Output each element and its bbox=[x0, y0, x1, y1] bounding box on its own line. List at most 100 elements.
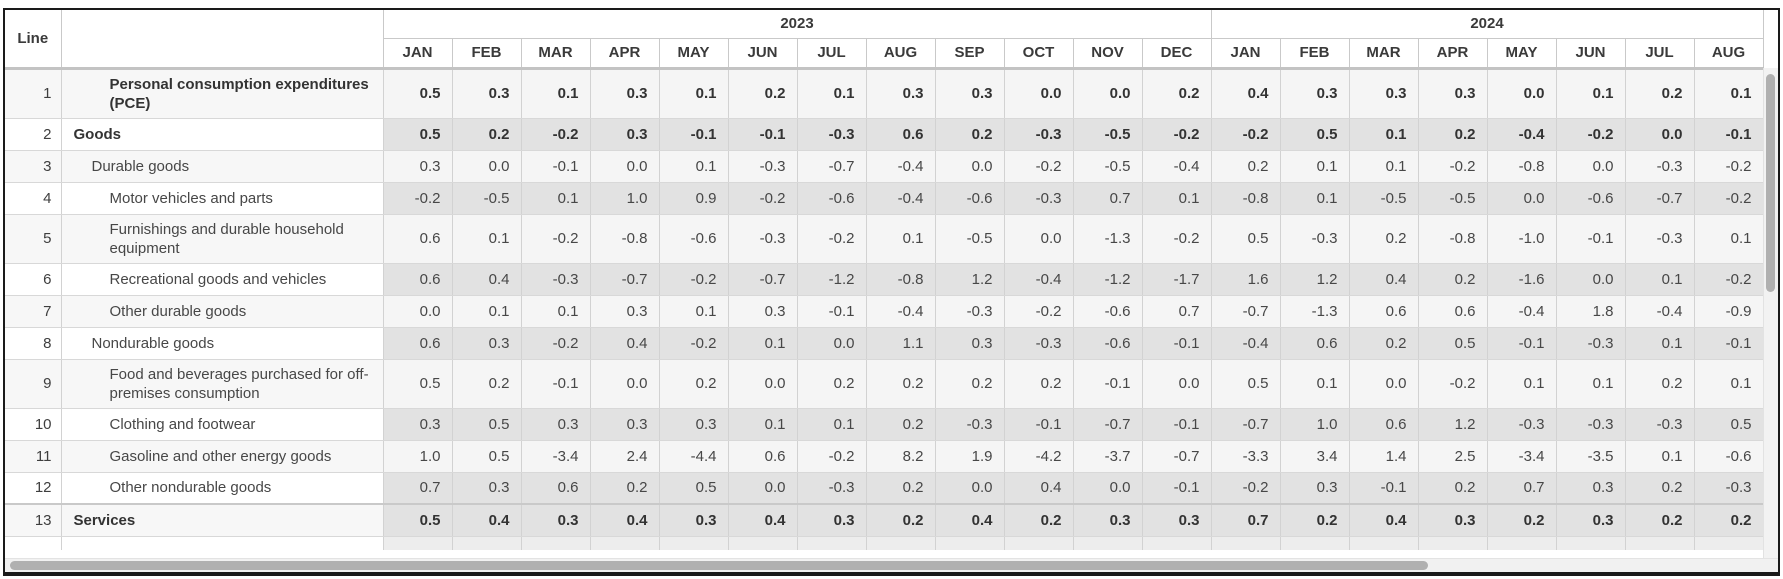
value-cell: -0.3 bbox=[521, 263, 591, 296]
value-cell: -0.7 bbox=[1073, 408, 1143, 441]
value-cell: 0.2 bbox=[1142, 68, 1212, 119]
value-cell: 0.1 bbox=[452, 214, 522, 264]
value-cell: -0.3 bbox=[1625, 408, 1695, 441]
value-cell: -0.3 bbox=[1004, 118, 1074, 151]
line-number-cell: 10 bbox=[5, 408, 62, 441]
value-cell: 0.0 bbox=[1625, 118, 1695, 151]
value-cell: -0.4 bbox=[1004, 263, 1074, 296]
value-cell: -0.1 bbox=[521, 150, 591, 183]
value-cell: 1.8 bbox=[1556, 295, 1626, 328]
value-cell: 0.3 bbox=[1418, 68, 1488, 119]
value-cell: 0.1 bbox=[1625, 440, 1695, 473]
value-cell: -3.5 bbox=[1556, 440, 1626, 473]
value-cell: -0.2 bbox=[521, 214, 591, 264]
pce-table: Line 2023 2024 JAN FEB MAR APR MAY JUN JUL AUG SE… bbox=[5, 10, 1764, 550]
value-cell: 0.1 bbox=[659, 150, 729, 183]
value-cell: 2.5 bbox=[1418, 440, 1488, 473]
partial-next-row bbox=[5, 536, 1764, 550]
row-label-cell bbox=[61, 536, 384, 550]
value-cell: 0.1 bbox=[728, 327, 798, 360]
value-cell: 0.3 bbox=[1280, 472, 1350, 505]
value-cell: 0.4 bbox=[1004, 472, 1074, 505]
vertical-scrollbar-thumb[interactable] bbox=[1766, 74, 1775, 292]
value-cell: 0.1 bbox=[1694, 68, 1764, 119]
value-cell: -0.1 bbox=[1487, 327, 1557, 360]
value-cell: 0.0 bbox=[1487, 68, 1557, 119]
month-header: FEB bbox=[1280, 38, 1350, 70]
value-cell: 0.9 bbox=[659, 182, 729, 215]
value-cell: -0.4 bbox=[1625, 295, 1695, 328]
value-cell: -0.5 bbox=[935, 214, 1005, 264]
month-header: MAY bbox=[659, 38, 729, 70]
value-cell: 0.5 bbox=[1418, 327, 1488, 360]
value-cell: -0.8 bbox=[1211, 182, 1281, 215]
value-cell: 0.2 bbox=[1625, 359, 1695, 409]
value-cell: -0.2 bbox=[1694, 263, 1764, 296]
value-cell: -4.4 bbox=[659, 440, 729, 473]
value-cell: -1.3 bbox=[1280, 295, 1350, 328]
table-row: 12 Other nondurable goods 0.7 0.3 0.6 0.2 0.5 0… bbox=[5, 472, 1764, 505]
value-cell: 0.0 bbox=[935, 472, 1005, 505]
value-cell: 0.2 bbox=[1418, 472, 1488, 505]
month-header: JAN bbox=[1211, 38, 1281, 70]
horizontal-scrollbar-track[interactable] bbox=[5, 558, 1778, 572]
value-cell: 0.0 bbox=[935, 150, 1005, 183]
value-cell: 0.4 bbox=[452, 263, 522, 296]
value-cell bbox=[383, 536, 453, 550]
value-cell: 0.0 bbox=[590, 150, 660, 183]
line-number-cell: 4 bbox=[5, 182, 62, 215]
value-cell: -0.2 bbox=[1142, 118, 1212, 151]
value-cell: -0.4 bbox=[1487, 295, 1557, 328]
value-cell: -0.7 bbox=[797, 150, 867, 183]
value-cell: 0.3 bbox=[521, 503, 591, 537]
value-cell: -0.3 bbox=[1004, 327, 1074, 360]
value-cell: -0.3 bbox=[1556, 327, 1626, 360]
value-cell: 0.2 bbox=[728, 68, 798, 119]
value-cell: -0.3 bbox=[1625, 214, 1695, 264]
value-cell: -1.3 bbox=[1073, 214, 1143, 264]
month-header: JUL bbox=[1625, 38, 1695, 70]
value-cell: -0.2 bbox=[1211, 472, 1281, 505]
vertical-scrollbar-track[interactable] bbox=[1763, 68, 1778, 559]
value-cell: 0.3 bbox=[935, 327, 1005, 360]
value-cell: 1.2 bbox=[935, 263, 1005, 296]
value-cell: -0.2 bbox=[1142, 214, 1212, 264]
value-cell: 0.2 bbox=[797, 359, 867, 409]
year-group-header: 2024 bbox=[1211, 10, 1764, 39]
value-cell: 0.4 bbox=[590, 327, 660, 360]
row-label-cell: Goods bbox=[61, 118, 384, 151]
line-number-cell: 13 bbox=[5, 503, 62, 537]
description-column-header bbox=[61, 10, 384, 70]
value-cell: 0.3 bbox=[1418, 503, 1488, 537]
value-cell bbox=[935, 536, 1005, 550]
value-cell bbox=[452, 536, 522, 550]
value-cell: 0.6 bbox=[1349, 408, 1419, 441]
month-header: JUL bbox=[797, 38, 867, 70]
value-cell: 0.2 bbox=[452, 359, 522, 409]
value-cell: 0.7 bbox=[383, 472, 453, 505]
table-row: 1 Personal consumption expenditures (PCE)… bbox=[5, 68, 1764, 119]
year-group-header: 2023 bbox=[383, 10, 1212, 39]
row-label-cell: Food and beverages purchased for off-pre… bbox=[61, 359, 384, 409]
row-label-cell: Furnishings and durable household equipm… bbox=[61, 214, 384, 264]
line-number-cell: 5 bbox=[5, 214, 62, 264]
table-row: 9 Food and beverages purchased for off-pr… bbox=[5, 359, 1764, 409]
value-cell: -0.5 bbox=[1349, 182, 1419, 215]
value-cell: 0.2 bbox=[1694, 503, 1764, 537]
horizontal-scrollbar-thumb[interactable] bbox=[10, 561, 1428, 570]
month-header: APR bbox=[590, 38, 660, 70]
value-cell: -0.4 bbox=[1142, 150, 1212, 183]
value-cell: -0.2 bbox=[1694, 182, 1764, 215]
value-cell: 0.5 bbox=[1211, 359, 1281, 409]
value-cell: -3.7 bbox=[1073, 440, 1143, 473]
value-cell: -0.5 bbox=[1073, 118, 1143, 151]
value-cell: 0.6 bbox=[728, 440, 798, 473]
month-header: JUN bbox=[728, 38, 798, 70]
value-cell: -3.4 bbox=[1487, 440, 1557, 473]
value-cell: 0.3 bbox=[383, 150, 453, 183]
value-cell: -0.7 bbox=[590, 263, 660, 296]
value-cell: -0.4 bbox=[1487, 118, 1557, 151]
row-label-cell: Services bbox=[61, 503, 384, 537]
value-cell: -0.3 bbox=[1004, 182, 1074, 215]
month-header: FEB bbox=[452, 38, 522, 70]
